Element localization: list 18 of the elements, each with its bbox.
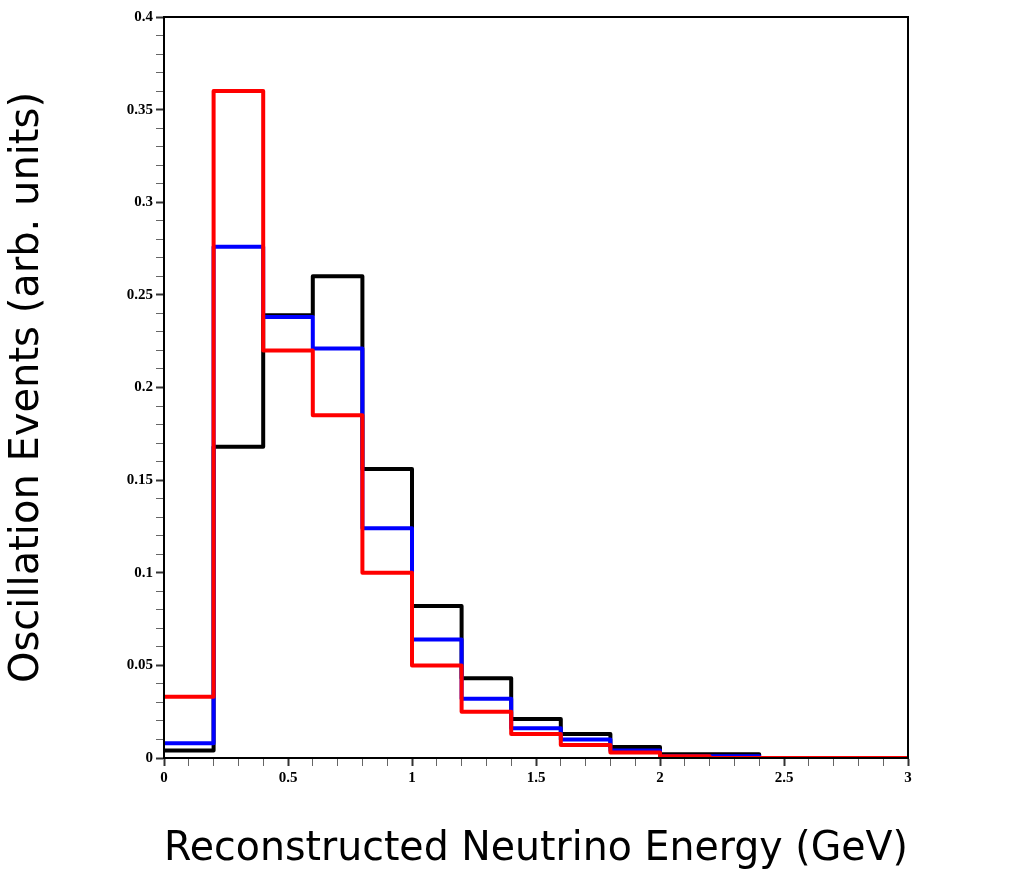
x-tick-label: 0.5 xyxy=(278,768,298,785)
y-tick-label: 0 xyxy=(145,748,153,765)
x-tick-label: 1 xyxy=(408,768,416,785)
x-tick-label: 1.5 xyxy=(526,768,546,785)
x-tick-label: 2.5 xyxy=(774,768,794,785)
y-tick-label: 0.15 xyxy=(126,471,153,487)
y-tick-label: 0.25 xyxy=(126,285,153,302)
x-tick-label: 0 xyxy=(160,768,168,785)
y-axis-title: Oscillation Events (arb. units) xyxy=(1,92,48,683)
y-tick-label: 0.3 xyxy=(134,193,153,210)
y-tick-label: 0.35 xyxy=(126,100,153,117)
x-tick-label: 2 xyxy=(656,768,664,785)
x-tick-label: 3 xyxy=(904,768,912,785)
x-axis-title: Reconstructed Neutrino Energy (GeV) xyxy=(164,823,908,870)
y-tick-label: 0.4 xyxy=(134,7,154,24)
y-tick-label: 0.1 xyxy=(134,563,153,580)
y-tick-label: 0.05 xyxy=(126,656,153,673)
y-tick-label: 0.2 xyxy=(134,378,153,395)
